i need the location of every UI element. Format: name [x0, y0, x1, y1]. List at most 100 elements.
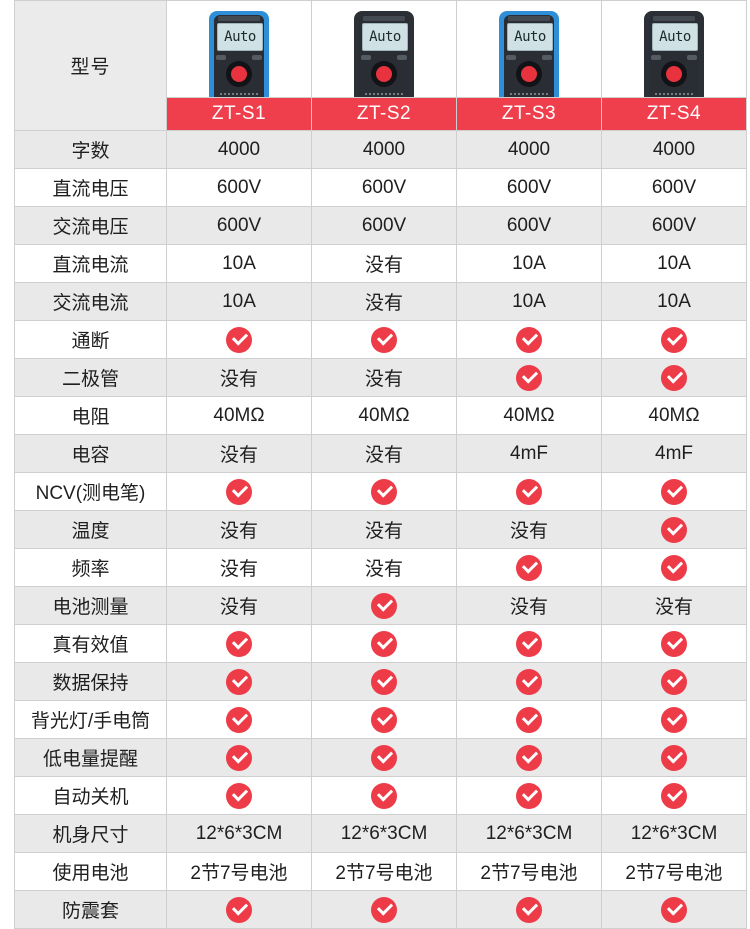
feature-value-cell: 没有 — [166, 510, 312, 549]
feature-value-cell: 10A — [456, 244, 602, 283]
feature-check-cell — [166, 776, 312, 815]
check-icon — [226, 478, 252, 505]
rotary-dial-icon — [661, 61, 687, 87]
feature-check-cell — [456, 890, 602, 929]
feature-value-cell: 10A — [166, 282, 312, 321]
side-button-icon — [687, 55, 697, 60]
check-icon — [516, 326, 542, 353]
table-row: 背光灯/手电筒 — [14, 700, 747, 739]
model-name-row: ZT-S1 ZT-S2 ZT-S3 ZT-S4 — [15, 97, 747, 131]
multimeter-body: Auto — [644, 11, 704, 97]
feature-value-cell: 没有 — [166, 358, 312, 397]
dial-knob — [231, 66, 247, 82]
feature-check-cell — [601, 548, 747, 587]
feature-check-cell — [456, 776, 602, 815]
table-row: 二极管 没有 没有 — [14, 358, 747, 397]
rotary-dial-icon — [226, 61, 252, 87]
multimeter-body: Auto — [499, 11, 559, 97]
multimeter-face: Auto — [359, 15, 409, 97]
feature-check-cell — [601, 510, 747, 549]
lcd-display: Auto — [362, 23, 408, 51]
feature-check-cell — [456, 472, 602, 511]
check-icon — [516, 782, 542, 809]
feature-check-cell — [456, 358, 602, 397]
feature-check-cell — [456, 738, 602, 777]
check-icon — [661, 478, 687, 505]
feature-value-cell: 没有 — [166, 586, 312, 625]
brand-strip — [508, 16, 550, 21]
feature-value-cell: 没有 — [311, 434, 457, 473]
table-row: 交流电流 10A 没有 10A 10A — [14, 282, 747, 321]
check-icon — [661, 782, 687, 809]
multimeter-body: Auto — [354, 11, 414, 97]
table-row: 机身尺寸 12*6*3CM 12*6*3CM 12*6*3CM 12*6*3CM — [14, 814, 747, 853]
check-icon — [661, 896, 687, 923]
brand-strip — [653, 16, 695, 21]
feature-value-cell: 600V — [311, 168, 457, 207]
feature-check-cell — [311, 472, 457, 511]
check-icon — [516, 744, 542, 771]
side-button-icon — [216, 55, 226, 60]
feature-label: 交流电压 — [14, 206, 167, 245]
feature-value-cell: 10A — [166, 244, 312, 283]
feature-value-cell: 12*6*3CM — [601, 814, 747, 853]
check-icon — [661, 668, 687, 695]
dial-knob — [666, 66, 682, 82]
check-icon — [661, 364, 687, 391]
check-icon — [516, 706, 542, 733]
check-icon — [516, 478, 542, 505]
feature-value-cell: 600V — [456, 168, 602, 207]
feature-value-cell: 没有 — [311, 548, 457, 587]
table-row: 防震套 — [14, 890, 747, 929]
multimeter-image: Auto — [313, 2, 456, 97]
feature-check-cell — [601, 662, 747, 701]
multimeter-image: Auto — [458, 2, 601, 97]
feature-check-cell — [601, 890, 747, 929]
dial-knob — [376, 66, 392, 82]
check-icon — [371, 630, 397, 657]
side-button-icon — [651, 55, 661, 60]
feature-value-cell: 40MΩ — [456, 396, 602, 435]
multimeter-face: Auto — [504, 15, 554, 97]
feature-check-cell — [601, 624, 747, 663]
check-icon — [226, 668, 252, 695]
feature-label: NCV(测电笔) — [14, 472, 167, 511]
table-row: 交流电压 600V 600V 600V 600V — [14, 206, 747, 245]
feature-value-cell: 没有 — [456, 586, 602, 625]
rotary-dial-icon — [516, 61, 542, 87]
lcd-display: Auto — [652, 23, 698, 51]
feature-check-cell — [311, 776, 457, 815]
product-image-cell: Auto — [311, 0, 457, 98]
feature-label: 通断 — [14, 320, 167, 359]
feature-value-cell: 600V — [601, 168, 747, 207]
feature-check-cell — [166, 472, 312, 511]
feature-label: 机身尺寸 — [14, 814, 167, 853]
feature-label: 使用电池 — [14, 852, 167, 891]
check-icon — [661, 516, 687, 543]
side-button-icon — [252, 55, 262, 60]
feature-check-cell — [166, 890, 312, 929]
table-row: NCV(测电笔) — [14, 472, 747, 511]
table-row: 直流电压 600V 600V 600V 600V — [14, 168, 747, 207]
feature-check-cell — [456, 700, 602, 739]
feature-value-cell: 10A — [456, 282, 602, 321]
probe-jacks — [510, 93, 548, 97]
table-row: 数据保持 — [14, 662, 747, 701]
check-icon — [516, 364, 542, 391]
product-image-cell: Auto — [166, 0, 312, 98]
model-name-cell: ZT-S3 — [456, 97, 602, 131]
feature-value-cell: 2节7号电池 — [456, 852, 602, 891]
check-icon — [371, 592, 397, 619]
feature-label: 电容 — [14, 434, 167, 473]
check-icon — [226, 782, 252, 809]
feature-label: 温度 — [14, 510, 167, 549]
feature-value-cell: 40MΩ — [311, 396, 457, 435]
feature-label: 字数 — [14, 130, 167, 169]
feature-label: 频率 — [14, 548, 167, 587]
check-icon — [516, 668, 542, 695]
feature-value-cell: 没有 — [311, 510, 457, 549]
feature-check-cell — [601, 738, 747, 777]
feature-value-cell: 没有 — [311, 282, 457, 321]
table-row: 使用电池 2节7号电池 2节7号电池 2节7号电池 2节7号电池 — [14, 852, 747, 891]
model-name-cell: ZT-S1 — [166, 97, 312, 131]
